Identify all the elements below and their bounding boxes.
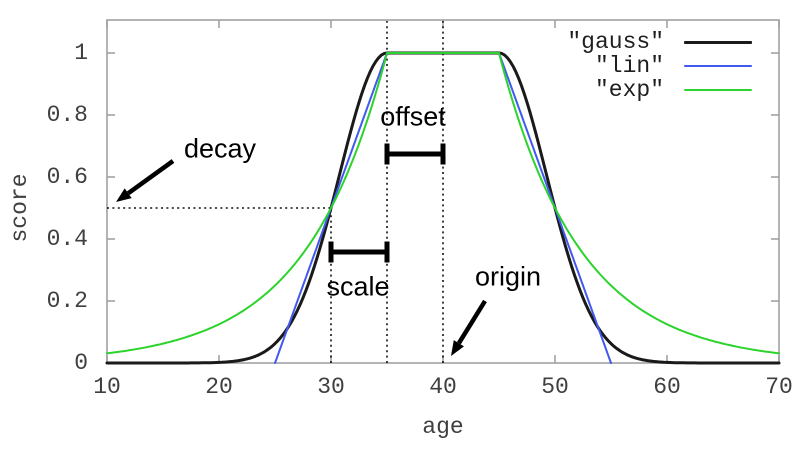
y-tick-label: 0 — [74, 350, 88, 376]
y-axis-title: score — [7, 173, 33, 243]
legend-line-sample-exp — [684, 89, 752, 91]
x-tick-label: 40 — [429, 374, 457, 400]
legend-row-lin: "lin" — [494, 53, 752, 79]
x-tick-label: 10 — [93, 374, 121, 400]
annotation-offset: offset — [380, 101, 446, 132]
x-axis-title: age — [422, 414, 464, 440]
y-tick-label: 0.8 — [46, 102, 88, 128]
dotted-guide-lines — [107, 21, 444, 363]
legend-row-exp: "exp" — [494, 77, 752, 103]
legend-label-gauss: "gauss" — [567, 29, 664, 55]
legend-line-sample-lin — [684, 65, 752, 67]
annotation-decay: decay — [183, 133, 257, 164]
legend: "gauss" "lin" "exp" — [494, 29, 752, 103]
y-tick-label: 0.4 — [46, 226, 88, 252]
y-tick-label: 1 — [74, 40, 88, 66]
annotation-origin: origin — [474, 261, 542, 292]
x-tick-label: 20 — [205, 374, 233, 400]
legend-line-sample-gauss — [684, 40, 752, 44]
annotation-markers — [116, 143, 487, 356]
x-tick-label: 70 — [765, 374, 793, 400]
curve-exp — [106, 52, 780, 355]
legend-label-exp: "exp" — [594, 77, 664, 103]
x-tick-label: 60 — [653, 374, 681, 400]
x-tick-label: 50 — [541, 374, 569, 400]
y-tick-label: 0.2 — [46, 288, 88, 314]
annotation-scale: scale — [326, 271, 390, 302]
curves — [105, 51, 781, 365]
x-tick-label: 30 — [317, 374, 345, 400]
y-tick-label: 0.6 — [46, 164, 88, 190]
legend-label-lin: "lin" — [594, 53, 664, 79]
legend-row-gauss: "gauss" — [494, 29, 752, 55]
